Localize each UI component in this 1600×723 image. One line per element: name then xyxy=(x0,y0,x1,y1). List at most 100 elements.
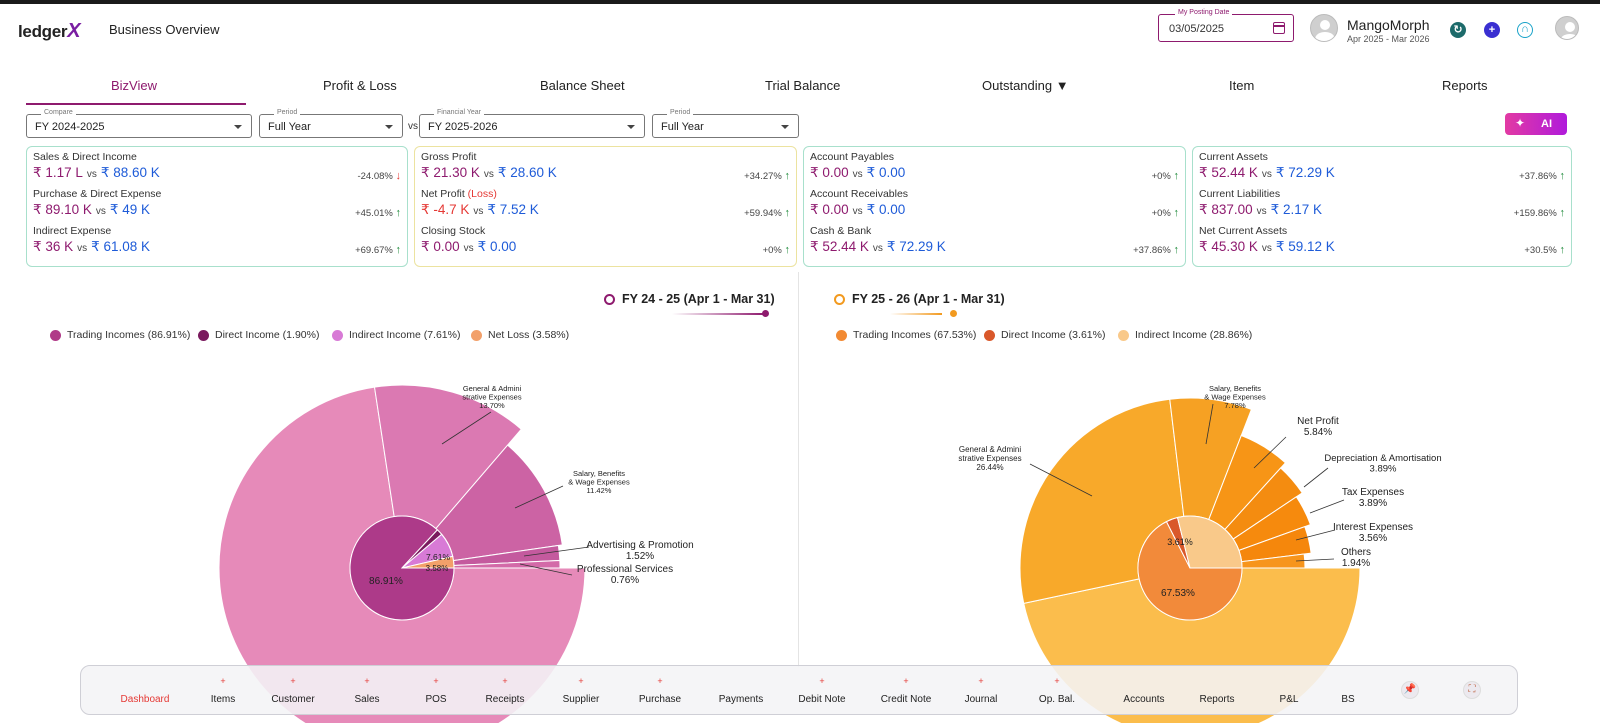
right-fy-dot-icon xyxy=(834,294,845,305)
metric-prev-value: ₹ -4.7 K xyxy=(421,202,470,217)
dock-item-items[interactable]: + Items xyxy=(193,666,253,714)
leader-line xyxy=(441,411,492,445)
dock-item-dashboard[interactable]: Dashboard xyxy=(115,666,175,714)
metric-change-pct: +69.67% xyxy=(355,245,393,256)
dock-item-debit-note[interactable]: + Debit Note xyxy=(792,666,852,714)
dock-item-receipts[interactable]: + Receipts xyxy=(475,666,535,714)
metric-row[interactable]: Account Payables ₹ 0.00 vs ₹ 0.00 +0% ↑ xyxy=(810,151,1179,187)
support-icon[interactable]: ∩ xyxy=(1517,22,1533,38)
tab-outstanding[interactable]: Outstanding ▼ xyxy=(982,78,1069,93)
dock-item-pos[interactable]: + POS xyxy=(406,666,466,714)
dock-item-p-l[interactable]: P&L xyxy=(1259,666,1319,714)
dock-item-reports[interactable]: Reports xyxy=(1187,666,1247,714)
metric-values: ₹ 0.00 vs ₹ 0.00 xyxy=(810,202,905,218)
metric-change: +69.67% ↑ xyxy=(355,244,401,256)
dock-item-op-bal[interactable]: + Op. Bal. xyxy=(1027,666,1087,714)
posting-date-field[interactable]: My Posting Date 03/05/2025 xyxy=(1158,9,1294,42)
metric-curr-value: ₹ 88.60 K xyxy=(100,165,160,180)
tab-bizview[interactable]: BizView xyxy=(111,78,158,93)
leader-line xyxy=(1029,463,1093,497)
inner-segment[interactable] xyxy=(401,555,455,569)
dock-item-accounts[interactable]: Accounts xyxy=(1114,666,1174,714)
user-avatar[interactable] xyxy=(1555,16,1579,40)
period1-select[interactable]: Period Full Year xyxy=(259,109,403,138)
quick-add-icon[interactable]: + xyxy=(978,676,984,686)
dock-item-sales[interactable]: + Sales xyxy=(337,666,397,714)
metric-change-pct: +37.86% xyxy=(1133,245,1171,256)
quick-add-icon[interactable]: + xyxy=(290,676,296,686)
metric-prev-value: ₹ 1.17 L xyxy=(33,165,83,180)
dock-item-payments[interactable]: Payments xyxy=(711,666,771,714)
quick-add-icon[interactable]: + xyxy=(903,676,909,686)
dock-item-label: P&L xyxy=(1279,694,1299,705)
refresh-icon[interactable]: ↻ xyxy=(1450,22,1466,38)
dock-item-journal[interactable]: + Journal xyxy=(951,666,1011,714)
legend-label: Indirect Income (7.61%) xyxy=(349,329,461,341)
metric-row[interactable]: Account Receivables ₹ 0.00 vs ₹ 0.00 +0% ↑ xyxy=(810,188,1179,224)
dock-item-purchase[interactable]: + Purchase xyxy=(630,666,690,714)
company-name[interactable]: MangoMorph xyxy=(1347,17,1430,33)
tab-balance-sheet[interactable]: Balance Sheet xyxy=(540,78,625,93)
pin-icon[interactable]: 📌 xyxy=(1401,681,1419,699)
dock-item-credit-note[interactable]: + Credit Note xyxy=(876,666,936,714)
metric-values: ₹ 0.00 vs ₹ 0.00 xyxy=(810,165,905,181)
financial-year-select[interactable]: Financial Year FY 2025-2026 xyxy=(419,109,645,138)
tab-reports[interactable]: Reports xyxy=(1442,78,1488,93)
legend-swatch xyxy=(198,330,209,341)
dock-item-customer[interactable]: + Customer xyxy=(263,666,323,714)
metric-row[interactable]: Current Liabilities ₹ 837.00 vs ₹ 2.17 K +15… xyxy=(1199,188,1565,224)
quick-add-icon[interactable]: + xyxy=(502,676,508,686)
metric-curr-value: ₹ 0.00 xyxy=(477,239,517,254)
metric-change-pct: +159.86% xyxy=(1513,208,1557,219)
inner-segment[interactable] xyxy=(1176,515,1243,569)
period2-select[interactable]: Period Full Year xyxy=(652,109,799,138)
dock-item-supplier[interactable]: + Supplier xyxy=(551,666,611,714)
quick-add-icon[interactable]: + xyxy=(1054,676,1060,686)
quick-add-icon[interactable]: + xyxy=(220,676,226,686)
inner-label: 3.61% xyxy=(1167,537,1193,547)
add-icon[interactable]: + xyxy=(1484,22,1500,38)
trend-arrow-icon: ↑ xyxy=(395,244,402,256)
trend-arrow-icon: ↑ xyxy=(784,170,791,182)
quick-add-icon[interactable]: + xyxy=(578,676,584,686)
quick-add-icon[interactable]: + xyxy=(364,676,370,686)
main-tabs: BizView Profit & Loss Balance Sheet Tria… xyxy=(0,78,1600,104)
company-avatar[interactable] xyxy=(1310,14,1338,42)
trend-arrow-icon: ↑ xyxy=(784,207,791,219)
ai-button[interactable]: ✦ AI xyxy=(1505,113,1567,135)
quick-add-icon[interactable]: + xyxy=(657,676,663,686)
tab-trial-balance[interactable]: Trial Balance xyxy=(765,78,841,93)
posting-date-value[interactable]: 03/05/2025 xyxy=(1169,23,1225,35)
expand-icon[interactable]: ⛶ xyxy=(1463,681,1481,699)
quick-add-icon[interactable]: + xyxy=(819,676,825,686)
tab-profit-loss[interactable]: Profit & Loss xyxy=(323,78,397,93)
metric-prev-value: ₹ 837.00 xyxy=(1199,202,1253,217)
dock-item-label: Purchase xyxy=(638,694,682,705)
legend-label: Direct Income (3.61%) xyxy=(1001,329,1106,341)
calendar-icon[interactable] xyxy=(1273,22,1285,34)
quick-add-icon[interactable]: + xyxy=(433,676,439,686)
tab-item[interactable]: Item xyxy=(1229,78,1255,93)
company-period: Apr 2025 - Mar 2026 xyxy=(1347,34,1430,44)
app-header: ledgerX Business Overview My Posting Dat… xyxy=(0,4,1600,52)
dock-item-bs[interactable]: BS xyxy=(1318,666,1378,714)
compare-select[interactable]: Compare FY 2024-2025 xyxy=(26,109,252,138)
metric-vs: vs xyxy=(463,243,474,254)
legend-label: Direct Income (1.90%) xyxy=(215,329,320,341)
metric-curr-value: ₹ 7.52 K xyxy=(487,202,539,217)
dock-item-label: Dashboard xyxy=(120,694,170,705)
inner-segment[interactable] xyxy=(1137,520,1243,621)
metric-row[interactable]: Closing Stock ₹ 0.00 vs ₹ 0.00 +0% ↑ xyxy=(421,225,790,261)
app-logo[interactable]: ledgerX xyxy=(18,20,81,42)
metric-change-pct: +0% xyxy=(1151,171,1171,182)
